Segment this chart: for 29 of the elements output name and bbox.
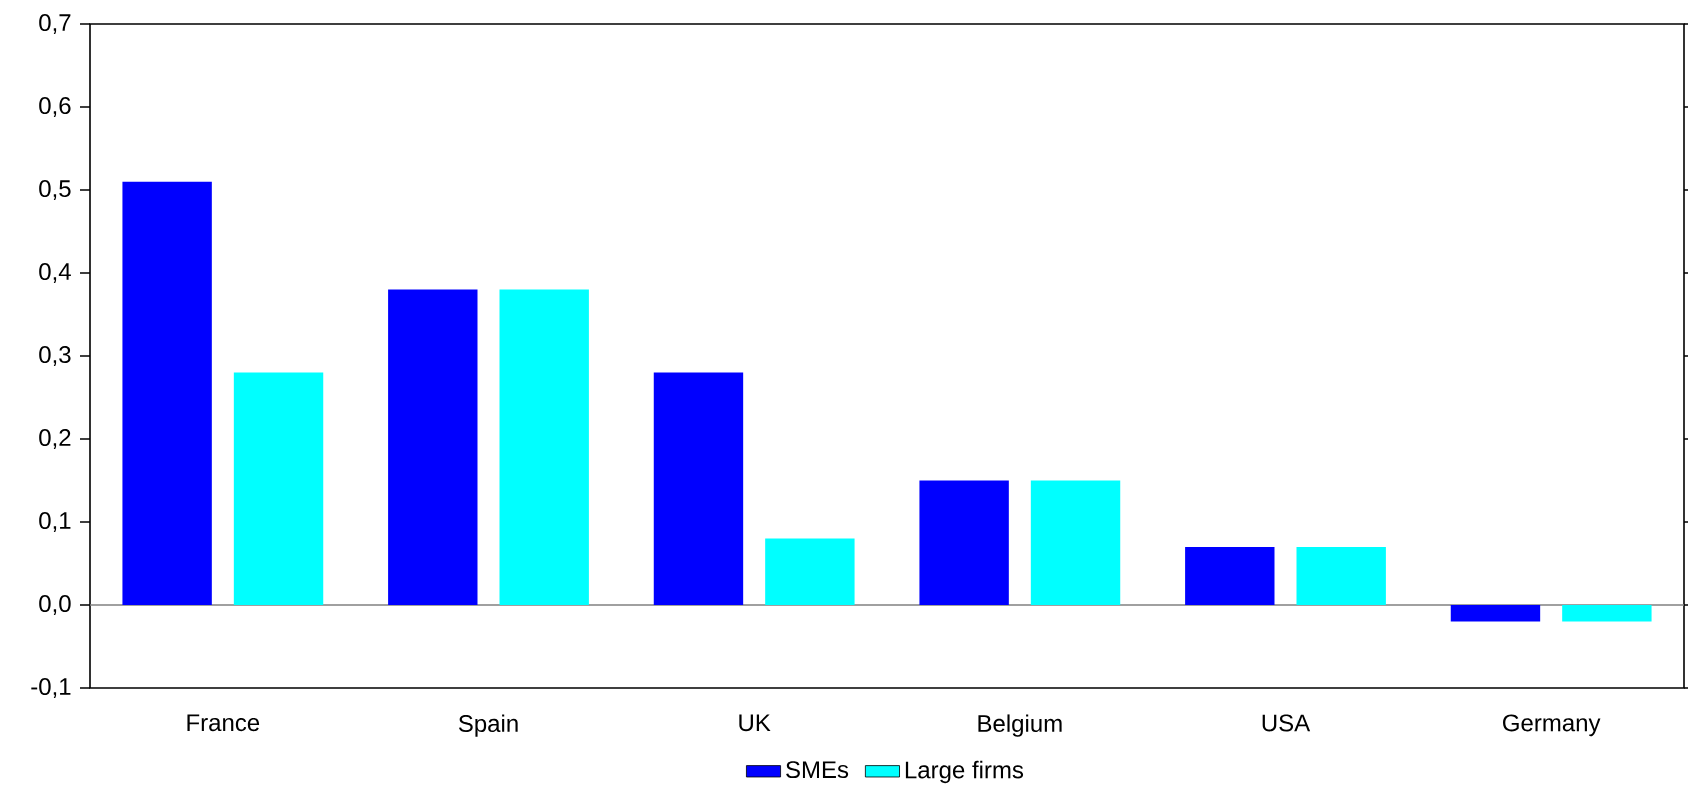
x-tick-label: Spain — [458, 714, 518, 737]
bar — [1296, 546, 1386, 606]
legend-label: Large firms — [905, 760, 1024, 784]
bar — [919, 480, 1009, 606]
y-tick-label: 0,1 — [39, 512, 71, 532]
y-tick-label: 0,2 — [39, 429, 71, 449]
y-tick-label: 0,5 — [39, 180, 71, 200]
x-tick-label: France — [187, 714, 260, 732]
bar — [233, 372, 324, 606]
y-tick-label: 0,4 — [39, 263, 71, 283]
x-tick-label: USA — [1262, 714, 1311, 732]
bar — [1185, 546, 1275, 606]
y-tick-label: 0,0 — [39, 595, 71, 615]
bar — [1450, 605, 1541, 622]
y-tick-label: 0,6 — [39, 97, 71, 117]
y-tick-label: 0,7 — [39, 14, 71, 34]
x-tick-label: Germany — [1503, 714, 1601, 737]
bar — [1030, 480, 1121, 606]
bar — [1562, 605, 1652, 622]
x-tick-label: Belgium — [978, 714, 1062, 737]
legend-label: SMEs — [786, 761, 849, 779]
bar — [765, 538, 855, 606]
x-tick-label: UK — [739, 714, 771, 732]
bar — [653, 372, 744, 606]
y-tick-label: -0,1 — [31, 678, 71, 698]
bar — [122, 181, 212, 606]
y-tick-label: 0,3 — [39, 346, 71, 366]
bar — [499, 289, 589, 606]
bar — [388, 289, 478, 606]
